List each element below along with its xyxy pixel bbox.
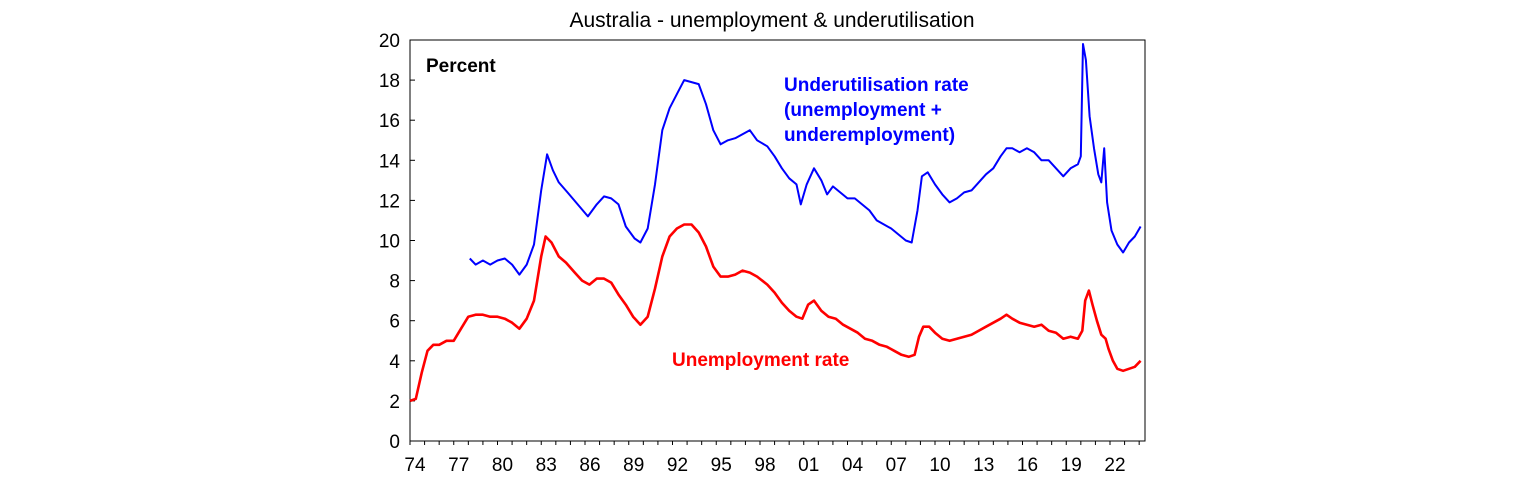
x-tick-label: 98 <box>754 455 775 476</box>
x-tick-label: 74 <box>404 455 426 476</box>
underutilisation-label-line-2: (unemployment + <box>784 100 942 121</box>
y-tick-label: 18 <box>379 71 400 92</box>
underutilisation-label-line-1: Underutilisation rate <box>784 75 969 96</box>
x-tick-label: 89 <box>623 455 644 476</box>
y-tick-label: 4 <box>389 352 400 373</box>
x-tick-label: 07 <box>886 455 907 476</box>
y-tick-label: 2 <box>389 392 400 413</box>
y-tick-label: 8 <box>389 272 400 293</box>
y-tick-label: 12 <box>379 191 400 212</box>
x-tick-label: 19 <box>1061 455 1082 476</box>
x-tick-label: 80 <box>492 455 513 476</box>
series-layer <box>409 43 1142 403</box>
unemployment-rate-line <box>409 223 1142 403</box>
y-tick-label: 0 <box>389 432 400 453</box>
underutilisation-annotation: Underutilisation rate (unemployment + un… <box>784 75 969 146</box>
y-tick-label: 10 <box>379 232 400 253</box>
x-tick-label: 95 <box>711 455 732 476</box>
underutilisation-rate-line <box>469 43 1142 276</box>
x-tick-label: 01 <box>798 455 819 476</box>
underutilisation-label-line-3: underemployment) <box>784 125 955 146</box>
y-tick-label: 6 <box>389 312 400 333</box>
y-axis-unit-label: Percent <box>426 56 496 77</box>
x-tick-label: 83 <box>536 455 557 476</box>
x-tick-label: 86 <box>579 455 600 476</box>
y-tick-label: 16 <box>379 111 400 132</box>
plot-frame <box>409 39 1146 442</box>
y-axis: 0 2 4 6 8 10 12 14 16 18 20 <box>379 31 415 453</box>
x-tick-label: 92 <box>667 455 688 476</box>
x-axis: 74 77 80 83 86 89 92 95 98 01 04 07 10 13 16 19 22 <box>404 441 1140 476</box>
x-tick-label: 22 <box>1104 455 1125 476</box>
x-tick-label: 10 <box>929 455 950 476</box>
x-tick-label: 16 <box>1017 455 1038 476</box>
unemployment-annotation: Unemployment rate <box>672 350 849 371</box>
x-tick-label: 13 <box>973 455 994 476</box>
x-tick-label: 77 <box>448 455 469 476</box>
chart-title: Australia - unemployment & underutilisat… <box>569 9 974 32</box>
y-tick-label: 14 <box>379 151 401 172</box>
y-tick-label: 20 <box>379 31 400 52</box>
plot-area: 0 2 4 6 8 10 12 14 16 18 20 74 77 80 83 86 89 92 95 98 01 04… <box>379 31 1146 476</box>
x-tick-label: 04 <box>842 455 864 476</box>
